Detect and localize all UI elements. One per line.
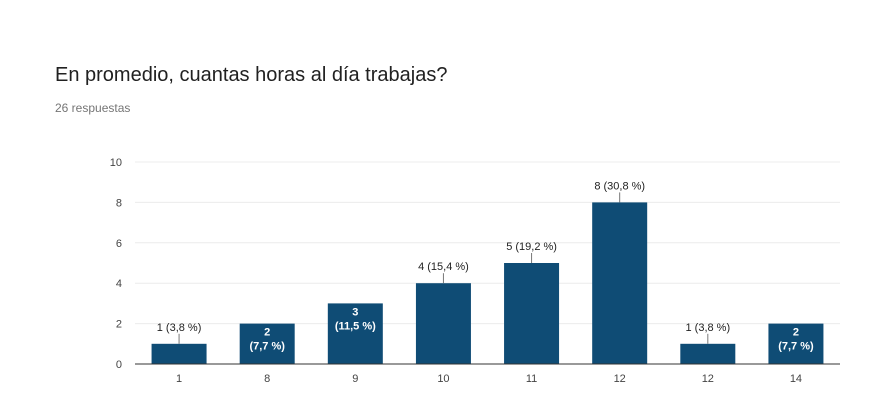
data-label: 2: [793, 327, 799, 339]
y-tick-label: 4: [116, 278, 122, 290]
data-label: 1 (3,8 %): [685, 322, 730, 334]
data-label: 1 (3,8 %): [157, 322, 202, 334]
x-tick-label: 12: [614, 373, 626, 385]
data-label: 2: [264, 327, 270, 339]
data-label: 4 (15,4 %): [418, 261, 469, 273]
bar: [415, 283, 471, 364]
bar: [504, 263, 560, 364]
x-tick-label: 1: [176, 373, 182, 385]
x-tick-label: 14: [790, 373, 802, 385]
data-label-percent: (11,5 %): [335, 320, 376, 332]
data-label-percent: (7,7 %): [778, 341, 814, 353]
y-tick-label: 2: [116, 319, 122, 331]
x-tick-label: 11: [526, 373, 537, 385]
bar: [680, 343, 736, 364]
x-tick-label: 9: [352, 373, 358, 385]
bar: [327, 303, 383, 364]
bar: [768, 323, 824, 364]
x-tick-label: 12: [702, 373, 714, 385]
bar: [239, 323, 295, 364]
response-count: 26 respuestas: [55, 101, 131, 115]
data-label: 8 (30,8 %): [594, 180, 645, 192]
chart-title: En promedio, cuantas horas al día trabaj…: [55, 64, 448, 86]
data-label: 3: [352, 306, 358, 318]
x-tick-label: 8: [264, 373, 270, 385]
bar: [592, 202, 648, 364]
y-tick-label: 8: [116, 197, 122, 209]
y-tick-label: 10: [110, 157, 122, 169]
y-tick-label: 6: [116, 238, 122, 250]
x-tick-label: 10: [437, 373, 449, 385]
y-tick-label: 0: [116, 359, 122, 371]
data-label: 5 (19,2 %): [506, 241, 557, 253]
data-label-percent: (7,7 %): [249, 341, 285, 353]
bar: [151, 343, 207, 364]
